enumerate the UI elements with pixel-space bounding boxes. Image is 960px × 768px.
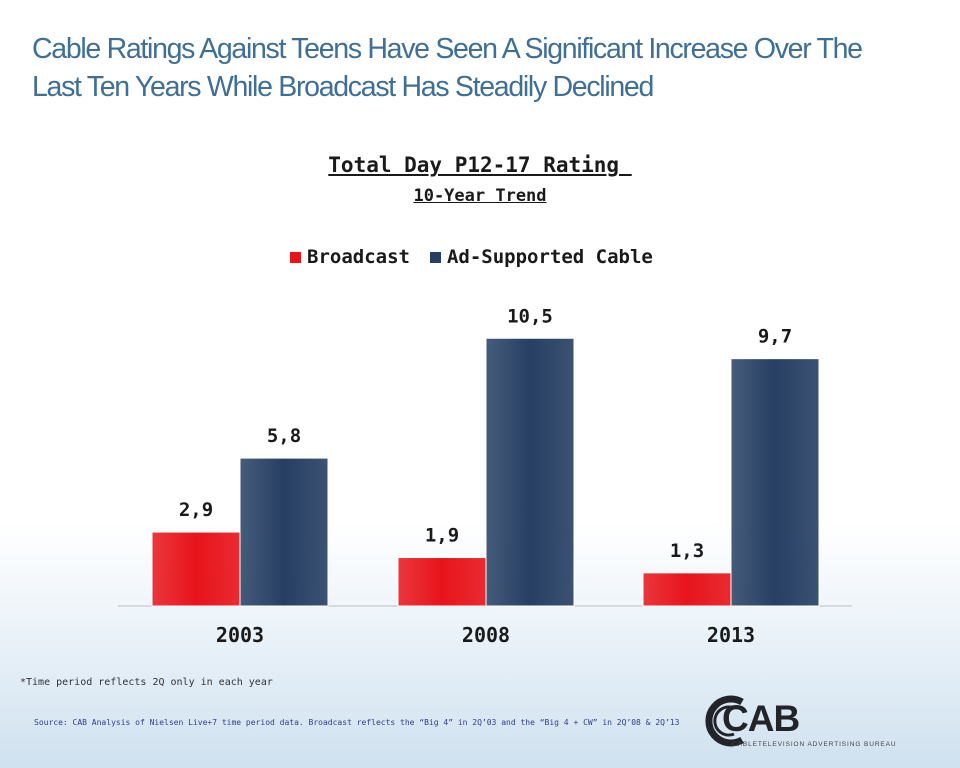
data-label-cable-2013: 9,7 (758, 326, 792, 348)
bar-broadcast-2003 (151, 531, 241, 607)
bar-broadcast-2013 (642, 572, 732, 607)
legend-item-cable: Ad-Supported Cable (429, 246, 653, 268)
bar-cable-2013 (730, 358, 820, 607)
headline-line-2: Last Ten Years While Broadcast Has Stead… (32, 71, 654, 103)
slide-headline: Cable Ratings Against Teens Have Seen A … (32, 30, 942, 106)
cab-logo-icon (705, 695, 744, 747)
bar-broadcast-2008 (397, 557, 487, 607)
bar-cable-2008 (485, 337, 575, 607)
chart-legend: Broadcast Ad-Supported Cable (290, 246, 673, 268)
x-tick-label-2003: 2003 (216, 623, 264, 647)
legend-label-broadcast: Broadcast (307, 246, 410, 268)
data-label-broadcast-2003: 2,9 (179, 499, 213, 521)
legend-swatch-broadcast (290, 251, 301, 263)
data-label-cable-2008: 10,5 (507, 305, 553, 327)
headline-line-1: Cable Ratings Against Teens Have Seen A … (32, 33, 863, 65)
data-label-broadcast-2013: 1,3 (670, 540, 704, 562)
legend-label-cable: Ad-Supported Cable (446, 246, 653, 268)
legend-swatch-cable (429, 251, 441, 263)
legend-item-broadcast: Broadcast (290, 246, 410, 268)
x-tick-label-2008: 2008 (462, 623, 510, 647)
chart-subtitle: 10-Year Trend (413, 186, 547, 206)
source-note: Source: CAB Analysis of Nielsen Live+7 t… (34, 718, 680, 727)
logo-wordmark: CAB (722, 698, 800, 739)
footnote: *Time period reflects 2Q only in each ye… (20, 677, 273, 688)
chart-title: Total Day P12-17 Rating (328, 153, 632, 177)
bar-cable-2003 (239, 457, 329, 607)
x-tick-label-2013: 2013 (707, 623, 755, 647)
logo-subtitle: CABLETELEVISION ADVERTISING BUREAU (732, 741, 897, 748)
data-label-cable-2003: 5,8 (267, 425, 301, 447)
data-label-broadcast-2008: 1,9 (425, 525, 459, 547)
